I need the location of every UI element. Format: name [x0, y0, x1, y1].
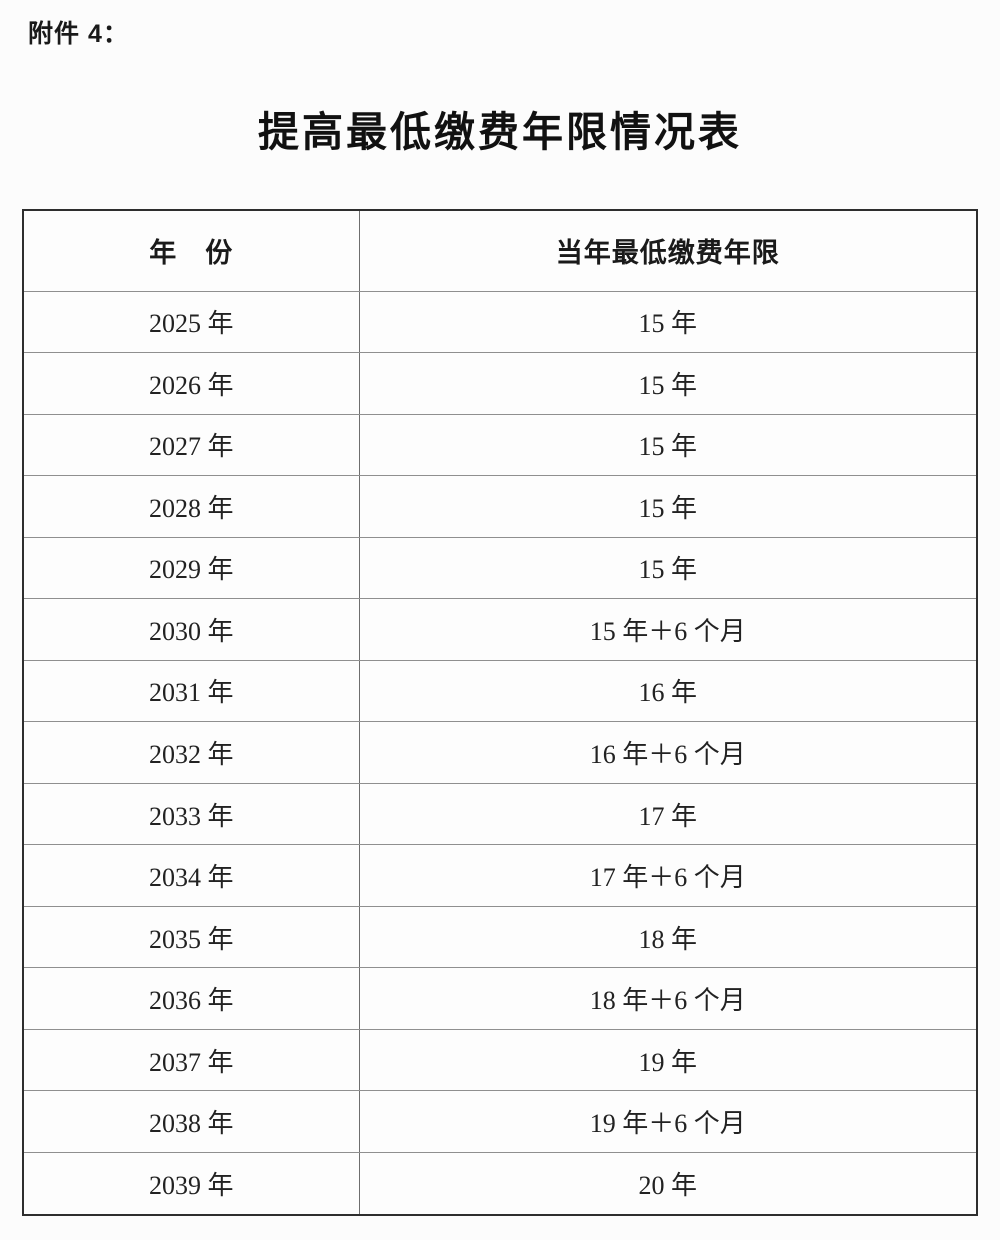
attachment-label: 附件 4： — [28, 20, 129, 48]
year-cell: 2029 年 — [23, 536, 360, 600]
table-header-row: 年 份 当年最低缴费年限 — [23, 209, 977, 292]
table-row: 2033 年 17 年 — [23, 782, 977, 846]
year-cell: 2025 年 — [23, 290, 360, 354]
min-years-cell: 15 年 — [359, 413, 977, 477]
min-years-column-header: 当年最低缴费年限 — [359, 209, 977, 292]
table-row: 2027 年 15 年 — [23, 413, 977, 477]
table-row: 2034 年 17 年＋6 个月 — [23, 844, 977, 907]
year-column-header: 年 份 — [23, 209, 360, 292]
min-years-cell: 16 年＋6 个月 — [359, 721, 977, 784]
table-row: 2030 年 15 年＋6 个月 — [23, 598, 977, 661]
year-cell: 2035 年 — [23, 905, 360, 969]
year-cell: 2030 年 — [23, 598, 360, 661]
year-cell: 2037 年 — [23, 1028, 360, 1092]
min-years-cell: 15 年＋6 个月 — [359, 598, 977, 661]
table-row: 2037 年 19 年 — [23, 1028, 977, 1092]
year-cell: 2028 年 — [23, 475, 360, 538]
table-row: 2026 年 15 年 — [23, 352, 977, 415]
min-years-cell: 19 年＋6 个月 — [359, 1090, 977, 1153]
min-years-cell: 15 年 — [359, 475, 977, 538]
min-years-cell: 15 年 — [359, 352, 977, 415]
year-cell: 2033 年 — [23, 782, 360, 846]
min-years-cell: 20 年 — [359, 1151, 977, 1216]
table-row: 2025 年 15 年 — [23, 290, 977, 354]
page-title: 提高最低缴费年限情况表 — [258, 109, 742, 155]
year-cell: 2038 年 — [23, 1090, 360, 1153]
table-row: 2035 年 18 年 — [23, 905, 977, 969]
table-row: 2029 年 15 年 — [23, 536, 977, 600]
table-row: 2032 年 16 年＋6 个月 — [23, 721, 977, 784]
table-row: 2038 年 19 年＋6 个月 — [23, 1090, 977, 1153]
year-cell: 2026 年 — [23, 352, 360, 415]
table-row: 2031 年 16 年 — [23, 659, 977, 723]
min-years-cell: 17 年＋6 个月 — [359, 844, 977, 907]
year-cell: 2036 年 — [23, 967, 360, 1030]
year-cell: 2032 年 — [23, 721, 360, 784]
year-cell: 2039 年 — [23, 1151, 360, 1216]
table-row: 2028 年 15 年 — [23, 475, 977, 538]
table-row: 2039 年 20 年 — [23, 1151, 977, 1216]
min-years-cell: 15 年 — [359, 290, 977, 354]
min-years-cell: 17 年 — [359, 782, 977, 846]
year-cell: 2027 年 — [23, 413, 360, 477]
table-row: 2036 年 18 年＋6 个月 — [23, 967, 977, 1030]
min-years-cell: 16 年 — [359, 659, 977, 723]
min-years-cell: 15 年 — [359, 536, 977, 600]
min-years-cell: 19 年 — [359, 1028, 977, 1092]
min-years-cell: 18 年 — [359, 905, 977, 969]
min-years-cell: 18 年＋6 个月 — [359, 967, 977, 1030]
year-cell: 2034 年 — [23, 844, 360, 907]
table-body: 2025 年 15 年 2026 年 15 年 2027 年 15 年 2028 年 15 年… — [23, 290, 977, 1216]
year-cell: 2031 年 — [23, 659, 360, 723]
